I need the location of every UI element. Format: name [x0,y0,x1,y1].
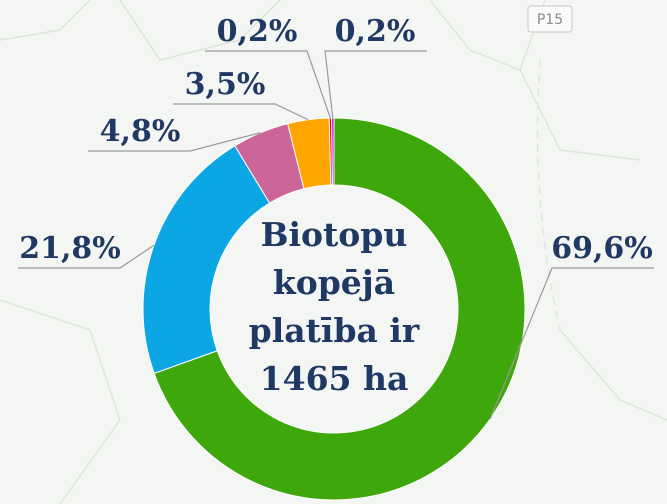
data-label: 21,8% [19,231,121,266]
center-text: 1465 ha [260,359,409,398]
center-text: Biotopu [261,215,408,254]
data-label: 3,5% [185,67,266,102]
donut-slice [153,117,526,501]
center-text: platība ir [249,311,420,350]
data-label: 0,2% [217,14,298,49]
data-label: 4,8% [100,114,181,149]
leader-line [324,50,427,119]
leader-line [489,267,654,420]
road-sign [527,5,573,33]
leader-line [173,103,309,121]
road-label: P15 [537,12,563,28]
data-label: 0,2% [335,14,416,49]
leader-line [205,50,331,119]
leader-line [18,244,155,269]
donut-slice [331,117,335,186]
data-label: 69,6% [551,231,653,266]
leader-line [88,132,261,152]
center-text: kopējā [273,263,395,302]
